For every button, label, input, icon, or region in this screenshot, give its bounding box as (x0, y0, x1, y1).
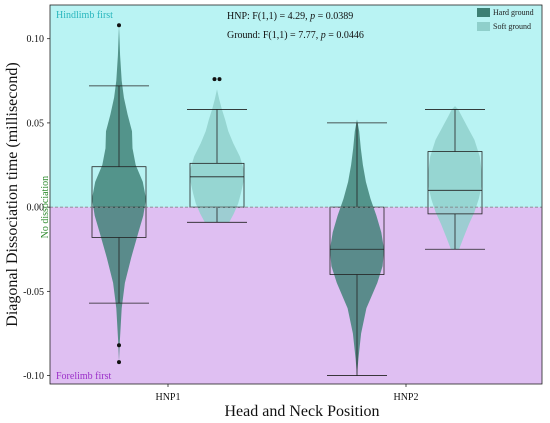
outlier-hnp1-hard-ground-1 (117, 343, 121, 348)
ground-stat-prefix: Ground: F(1,1) = 7.77, (227, 30, 321, 41)
outlier-hnp1-hard-ground-2 (117, 360, 121, 365)
legend: Hard ground Soft ground (477, 8, 534, 31)
axes: 0.10 0.05 0.00 -0.05 -0.10 HNP1 HNP2 (23, 34, 418, 403)
box-hnp2-soft-ground (427, 151, 483, 215)
violin-hnp2-hard-ground (330, 119, 384, 376)
legend-label-soft-ground: Soft ground (493, 22, 531, 31)
ground-stat-annotation: Ground: F(1,1) = 7.77, p = 0.0446 (227, 30, 364, 41)
forelimb-first-label: Forelimb first (56, 371, 111, 382)
outlier-hnp1-soft-ground-1 (217, 77, 222, 82)
hnp-stat-suffix: = 0.0389 (315, 11, 353, 22)
y-tick-label-3: -0.05 (23, 287, 44, 298)
y-tick-label-4: -0.10 (23, 371, 44, 382)
x-tick-label-hnp1: HNP1 (155, 392, 180, 403)
hnp-stat-p: p (309, 11, 315, 22)
y-tick-label-1: 0.05 (27, 118, 45, 129)
plot-frame (49, 4, 543, 385)
x-axis-title: Head and Neck Position (224, 403, 379, 420)
no-dissociation-label: No dissociation (40, 176, 51, 239)
outlier-hnp1-hard-ground-0 (117, 23, 121, 28)
legend-swatch-soft-ground (477, 22, 490, 31)
hnp-stat-annotation: HNP: F(1,1) = 4.29, p = 0.0389 (227, 11, 353, 22)
hnp-stat-prefix: HNP: F(1,1) = 4.29, (227, 11, 310, 22)
y-tick-label-2: 0.00 (27, 203, 45, 214)
outlier-hnp1-soft-ground-0 (212, 77, 217, 82)
x-tick-label-hnp2: HNP2 (393, 392, 418, 403)
ground-stat-suffix: = 0.0446 (326, 30, 364, 41)
ground-stat-p: p (320, 30, 326, 41)
y-tick-label-0: 0.10 (27, 34, 45, 45)
boxplots (89, 23, 485, 376)
hindlimb-first-label: Hindlimb first (56, 10, 113, 21)
violin-hnp2-soft-ground (428, 106, 482, 250)
legend-label-hard-ground: Hard ground (493, 8, 534, 17)
box-hnp1-hard-ground (91, 166, 147, 238)
y-axis-title: Diagonal Dissociation time (millisecond) (4, 62, 21, 326)
legend-swatch-hard-ground (477, 8, 490, 17)
violin-hnp1-hard-ground (92, 25, 146, 363)
